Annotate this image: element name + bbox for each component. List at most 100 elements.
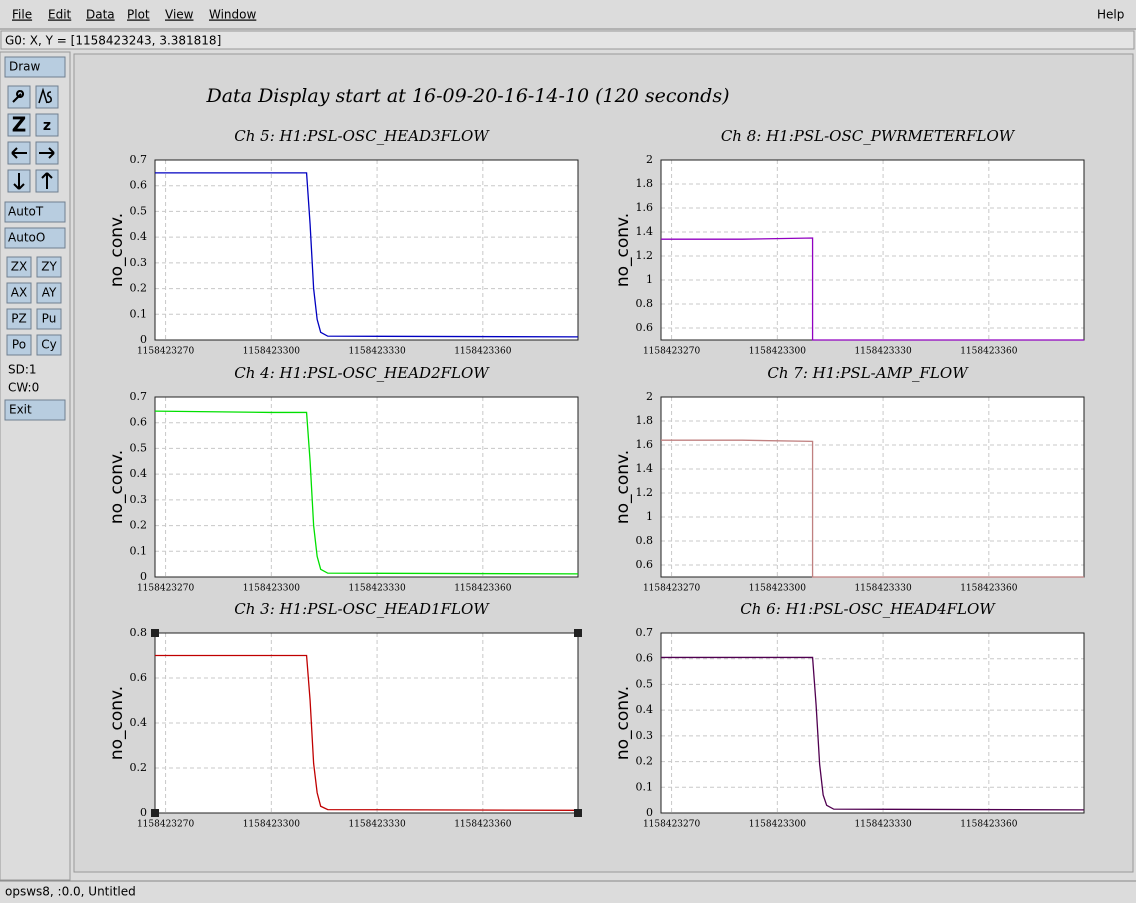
y-tick-label: 0.6 [130, 179, 148, 192]
y-tick-label: 0.4 [636, 703, 654, 716]
x-tick-label: 1158423330 [854, 584, 912, 594]
plot-frame [154, 396, 579, 578]
right-arrow [39, 147, 55, 159]
menu-item[interactable]: Window [209, 8, 257, 22]
data-line [155, 654, 579, 811]
page-title: Data Display start at 16-09-20-16-14-10 … [206, 85, 730, 107]
toolbar-button-label: AX [11, 286, 27, 300]
up-arrow [41, 172, 53, 189]
x-tick-label: 1158423360 [960, 584, 1018, 594]
y-tick-label: 0.6 [636, 652, 654, 665]
y-axis-label: no_conv. [107, 213, 127, 287]
plot-bg [155, 397, 578, 577]
plot-frame [154, 632, 579, 814]
y-tick-label: 1 [646, 510, 653, 523]
y-tick-label: 0.8 [130, 626, 148, 639]
data-line [661, 656, 1085, 811]
x-tick-label: 1158423360 [960, 820, 1018, 830]
y-tick-label: 0.2 [636, 755, 654, 768]
selection-handle[interactable] [574, 629, 582, 637]
data-line [661, 237, 1084, 341]
x-tick-label: 1158423270 [137, 347, 195, 357]
x-tick-label: 1158423360 [960, 347, 1018, 357]
toolbar-info: SD:1 [8, 363, 37, 377]
zoom-out-tool[interactable] [35, 113, 59, 137]
selection-handle[interactable] [151, 809, 159, 817]
y-axis-label: no_conv. [613, 450, 633, 524]
chart-title: Ch 4: H1:PSL-OSC_HEAD2FLOW [234, 364, 490, 382]
toolbar-button[interactable] [36, 256, 62, 278]
toolbar-button[interactable] [6, 282, 32, 304]
y-tick-label: 0.6 [130, 416, 148, 429]
y-tick-label: 0.2 [130, 761, 148, 774]
toolbar-button-label: Po [12, 338, 26, 352]
x-tick-label: 1158423360 [454, 347, 512, 357]
exit-button[interactable] [4, 399, 66, 421]
toolbar-button[interactable] [4, 227, 66, 249]
y-tick-label: 0.8 [636, 297, 654, 310]
menu-item[interactable]: View [165, 8, 194, 22]
toolbar-button-label: ZY [41, 260, 57, 274]
y-axis-label: no_conv. [613, 686, 633, 760]
down-arrow [13, 173, 25, 190]
toolbar-button[interactable] [6, 308, 32, 330]
y-axis-label: no_conv. [613, 213, 633, 287]
select-icon [12, 90, 25, 103]
y-tick-label: 0.2 [130, 282, 148, 295]
zoom-in-tool[interactable] [7, 113, 31, 137]
y-tick-label: 0.8 [636, 534, 654, 547]
x-tick-label: 1158423270 [643, 347, 701, 357]
x-tick-label: 1158423360 [454, 584, 512, 594]
data-line [155, 172, 579, 338]
y-tick-label: 2 [646, 153, 653, 166]
toolbar-button[interactable] [36, 334, 62, 356]
y-tick-label: 0.1 [130, 544, 148, 557]
menu-item[interactable]: File [12, 8, 32, 22]
selection-handle[interactable] [574, 809, 582, 817]
menu-item[interactable]: Plot [127, 8, 150, 22]
y-tick-label: 0.5 [130, 204, 148, 217]
y-tick-label: 1.6 [636, 201, 654, 214]
y-tick-label: 1.4 [636, 225, 654, 238]
x-tick-label: 1158423300 [243, 584, 301, 594]
toolbar-button-label: Pu [42, 312, 57, 326]
plot-bg [661, 397, 1084, 577]
y-tick-label: 1 [646, 273, 653, 286]
toolbar-button[interactable] [4, 201, 66, 223]
y-tick-label: 0.7 [130, 153, 148, 166]
toolbar-button-label: AutoO [8, 231, 45, 245]
y-tick-label: 0.4 [130, 716, 148, 729]
toolbar-info: CW:0 [8, 381, 39, 395]
plot-frame [660, 632, 1085, 814]
x-tick-label: 1158423300 [243, 347, 301, 357]
x-tick-label: 1158423300 [749, 584, 807, 594]
x-tick-label: 1158423270 [643, 584, 701, 594]
plot-bg [661, 633, 1084, 813]
x-tick-label: 1158423270 [137, 584, 195, 594]
chart-title: Ch 3: H1:PSL-OSC_HEAD1FLOW [234, 600, 490, 618]
selection-handle[interactable] [151, 629, 159, 637]
menu-item[interactable]: Edit [48, 8, 72, 22]
y-tick-label: 1.2 [636, 249, 654, 262]
y-tick-label: 1.6 [636, 438, 654, 451]
text-tool[interactable] [35, 85, 59, 109]
y-tick-label: 0.7 [636, 626, 654, 639]
chart-title: Ch 7: H1:PSL-AMP_FLOW [767, 364, 969, 382]
toolbar-button[interactable] [36, 308, 62, 330]
x-tick-label: 1158423300 [749, 347, 807, 357]
y-tick-label: 0.6 [130, 671, 148, 684]
y-tick-label: 1.8 [636, 177, 654, 190]
y-tick-label: 0.3 [130, 493, 148, 506]
y-tick-label: 0.5 [636, 677, 654, 690]
draw-button[interactable] [4, 56, 66, 78]
toolbar-button[interactable] [36, 282, 62, 304]
menu-item[interactable]: Data [86, 8, 115, 22]
chart-title: Ch 6: H1:PSL-OSC_HEAD4FLOW [740, 600, 996, 618]
menu-help[interactable]: Help [1097, 8, 1124, 22]
toolbar-button[interactable] [6, 334, 32, 356]
x-tick-label: 1158423330 [348, 820, 406, 830]
y-tick-label: 2 [646, 390, 653, 403]
y-tick-label: 1.2 [636, 486, 654, 499]
toolbar-button[interactable] [6, 256, 32, 278]
